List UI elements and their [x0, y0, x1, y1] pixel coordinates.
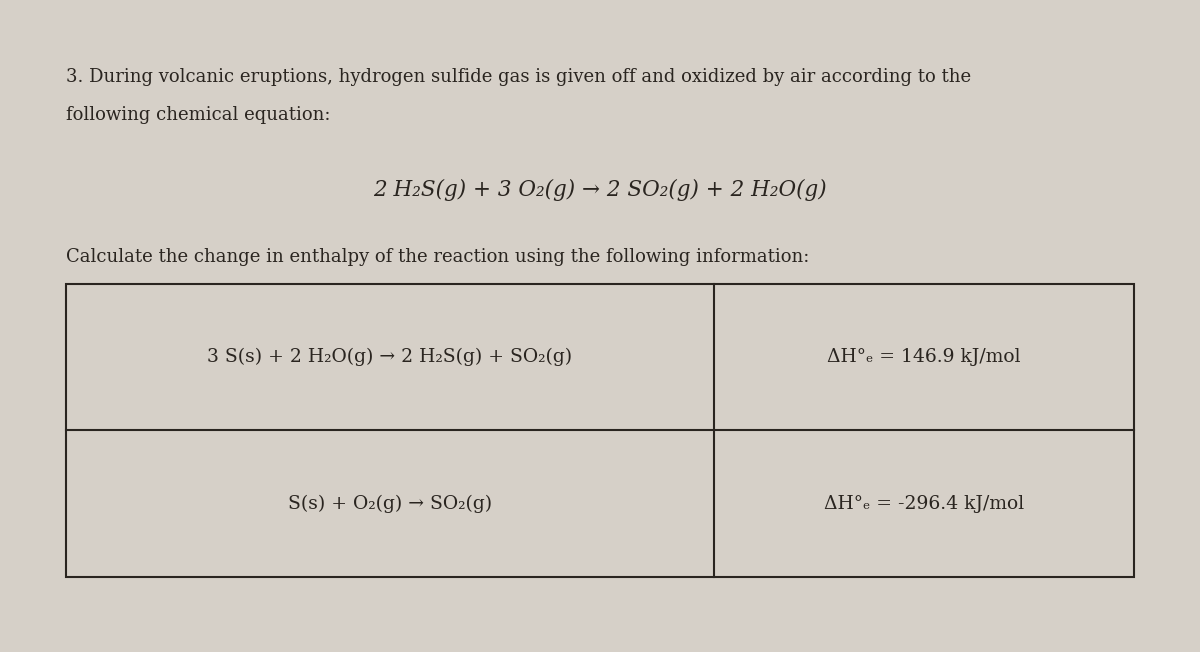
Text: Calculate the change in enthalpy of the reaction using the following information: Calculate the change in enthalpy of the … [66, 248, 809, 266]
Text: 2 H₂S(g) + 3 O₂(g) → 2 SO₂(g) + 2 H₂O(g): 2 H₂S(g) + 3 O₂(g) → 2 SO₂(g) + 2 H₂O(g) [373, 179, 827, 201]
Text: following chemical equation:: following chemical equation: [66, 106, 330, 124]
Text: ΔH°ₑ = -296.4 kJ/mol: ΔH°ₑ = -296.4 kJ/mol [824, 495, 1024, 512]
Text: 3. During volcanic eruptions, hydrogen sulfide gas is given off and oxidized by : 3. During volcanic eruptions, hydrogen s… [66, 68, 971, 87]
Text: ΔH°ₑ = 146.9 kJ/mol: ΔH°ₑ = 146.9 kJ/mol [827, 348, 1021, 366]
Text: S(s) + O₂(g) → SO₂(g): S(s) + O₂(g) → SO₂(g) [288, 495, 492, 512]
Text: 3 S(s) + 2 H₂O(g) → 2 H₂S(g) + SO₂(g): 3 S(s) + 2 H₂O(g) → 2 H₂S(g) + SO₂(g) [208, 348, 572, 366]
